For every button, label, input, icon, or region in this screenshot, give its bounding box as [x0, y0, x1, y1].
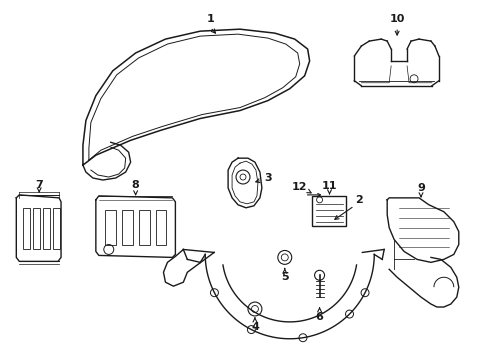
Text: 7: 7	[35, 180, 43, 190]
Bar	[43, 208, 50, 249]
Text: 11: 11	[322, 181, 337, 191]
Text: 2: 2	[355, 195, 363, 205]
Bar	[139, 210, 149, 246]
Text: 1: 1	[206, 14, 214, 24]
Bar	[105, 210, 116, 246]
Bar	[312, 196, 346, 226]
Text: 12: 12	[292, 182, 307, 192]
Text: 9: 9	[417, 183, 425, 193]
Text: 8: 8	[132, 180, 140, 190]
Bar	[23, 208, 30, 249]
Bar	[122, 210, 133, 246]
Bar	[155, 210, 167, 246]
Text: 3: 3	[264, 173, 271, 183]
Text: 10: 10	[390, 14, 405, 24]
Bar	[33, 208, 40, 249]
Text: 6: 6	[316, 312, 323, 322]
Bar	[53, 208, 60, 249]
Text: 4: 4	[251, 322, 259, 332]
Text: 5: 5	[281, 272, 289, 282]
